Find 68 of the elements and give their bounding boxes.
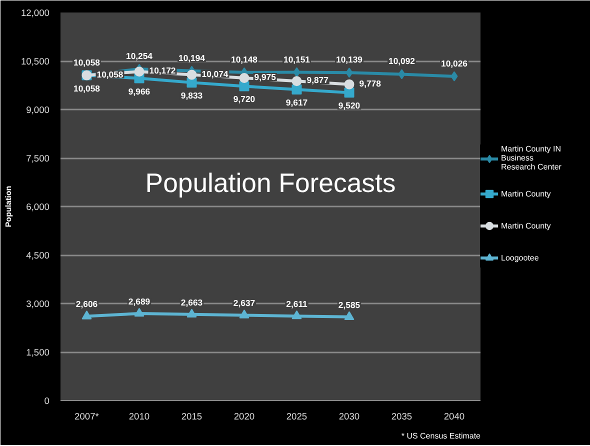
data-label: 9,833 xyxy=(180,90,203,101)
x-tick-label: 2025 xyxy=(286,412,308,422)
y-axis-title: Population xyxy=(4,186,13,228)
point xyxy=(344,79,354,90)
point xyxy=(134,308,144,317)
y-tick-label: 4,500 xyxy=(26,250,50,260)
point xyxy=(344,311,354,320)
data-label: 10,058 xyxy=(96,69,124,80)
point xyxy=(186,308,197,318)
x-tick-label: 2007* xyxy=(74,412,100,422)
point xyxy=(82,310,92,320)
data-label: 2,637 xyxy=(233,298,256,308)
point xyxy=(293,67,300,78)
point xyxy=(239,310,250,318)
data-label: 10,254 xyxy=(126,50,153,61)
point xyxy=(292,84,302,95)
data-label: 9,778 xyxy=(359,78,382,88)
data-label: 10,026 xyxy=(441,58,468,68)
y-tick-label: 0 xyxy=(44,396,50,406)
data-label: 10,058 xyxy=(74,57,100,68)
data-label: 9,975 xyxy=(254,72,276,82)
x-tick-label: 2030 xyxy=(338,412,360,422)
data-label: 2,585 xyxy=(338,300,360,310)
data-label: 10,092 xyxy=(388,56,416,66)
x-tick-label: 2020 xyxy=(234,412,255,422)
x-tick-label: 2040 xyxy=(444,412,465,422)
y-tick-label: 3,000 xyxy=(26,299,50,309)
y-tick-label: 7,500 xyxy=(26,154,50,164)
point xyxy=(346,68,353,78)
y-tick-label: 9,000 xyxy=(26,105,50,115)
data-label: 10,151 xyxy=(284,54,310,64)
point xyxy=(292,76,302,86)
point xyxy=(134,66,144,77)
point xyxy=(186,70,197,80)
text: Population Forecasts xyxy=(145,168,396,198)
x-tick-label: 2010 xyxy=(128,412,150,422)
x-tick-label: 2035 xyxy=(391,412,412,422)
y-tick-label: 12,000 xyxy=(20,8,50,18)
data-label: 10,139 xyxy=(336,54,363,65)
data-label: 9,877 xyxy=(306,75,329,86)
data-label: 9,520 xyxy=(338,100,360,111)
point xyxy=(398,69,406,80)
point xyxy=(344,88,354,98)
point xyxy=(239,72,250,83)
data-label: 10,172 xyxy=(149,66,176,76)
data-label: 10,058 xyxy=(74,83,100,94)
y-tick-label: 6,000 xyxy=(26,202,50,212)
legend-label: Martin County xyxy=(501,188,552,198)
point xyxy=(292,310,302,320)
data-label: 10,148 xyxy=(231,54,258,64)
y-tick-label: 10,500 xyxy=(20,56,50,66)
data-label: 2,663 xyxy=(180,297,203,308)
x-tick-label: 2015 xyxy=(181,412,202,422)
data-label: 9,617 xyxy=(286,98,308,108)
point xyxy=(239,81,250,92)
legend-label: Martin County IN Business Research Center xyxy=(501,144,562,172)
legend-label: Martin County xyxy=(501,220,552,230)
data-label: 10,074 xyxy=(202,68,228,79)
point xyxy=(450,71,458,82)
data-label: 9,720 xyxy=(233,94,256,104)
data-label: 2,689 xyxy=(128,296,150,307)
y-tick-label: 1,500 xyxy=(26,348,50,358)
legend-label: Loogootee xyxy=(501,252,540,262)
data-label: 2,606 xyxy=(76,299,98,310)
data-label: 9,966 xyxy=(128,86,150,96)
data-label: 2,611 xyxy=(286,299,308,310)
text: * US Census Estimate xyxy=(401,432,482,440)
data-label: 10,194 xyxy=(178,52,206,63)
